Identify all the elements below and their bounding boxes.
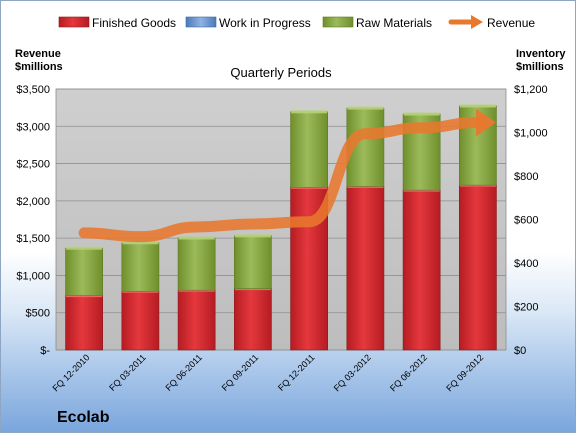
x-tick-label: FQ 12-2010 [51,352,92,393]
legend-label-finished-goods: Finished Goods [92,16,176,30]
right-tick-label: $800 [514,171,538,183]
left-tick-label: $2,500 [16,159,50,171]
legend-swatch-finished-goods [58,16,90,28]
line-point-revenue [421,127,423,129]
right-tick-label: $1,200 [514,84,548,96]
x-tick-label: FQ 03-2011 [107,352,148,393]
bar-top-raw-materials [403,112,440,116]
right-tick-label: $0 [514,345,526,357]
left-tick-label: $3,500 [16,84,50,96]
x-tick-label: FQ 03-2012 [332,352,373,393]
bar-finished-goods [346,186,385,351]
right-tick-label: $600 [514,215,538,227]
line-point-revenue [83,232,85,234]
legend-swatch-work-in-progress [185,16,217,28]
line-point-revenue [308,221,310,223]
bar-top-raw-materials [66,246,103,250]
bar-raw-materials [121,242,160,292]
line-point-revenue [139,236,141,238]
legend-swatch-raw-materials [322,16,354,28]
right-tick-label: $200 [514,302,538,314]
chart-title: Quarterly Periods [230,65,332,80]
left-axis: $- $500 $1,000 $1,500 $2,000 $2,500 $3,000 $3,5… [16,84,50,357]
left-tick-label: $2,000 [16,196,50,208]
bar-top-raw-materials [347,106,384,110]
x-tick-label: FQ 12-2011 [276,352,317,393]
line-arrowhead-revenue [475,108,496,137]
right-tick-label: $1,000 [514,128,548,140]
bar-top-raw-materials [234,234,271,238]
legend-label-revenue: Revenue [487,16,535,30]
legend-item-finished-goods: Finished Goods [58,16,176,30]
bar-top-raw-materials [459,104,496,108]
left-tick-label: $1,500 [16,233,50,245]
company-name: Ecolab [57,409,110,426]
bar-finished-goods [459,184,497,351]
legend-item-raw-materials: Raw Materials [322,16,432,30]
bar-top-raw-materials [122,241,159,245]
right-tick-label: $400 [514,258,538,270]
bar-raw-materials [290,111,328,188]
x-tick-label: FQ 06-2012 [388,352,429,393]
right-axis: $0 $200 $400 $600 $800 $1,000 $1,200 [514,84,548,357]
bar-finished-goods [65,295,103,351]
legend-label-raw-materials: Raw Materials [356,16,432,30]
left-tick-label: $3,000 [16,121,50,133]
bar-finished-goods [402,189,441,351]
bar-raw-materials [234,235,272,289]
bar-finished-goods [121,290,160,351]
line-point-revenue [364,133,366,135]
legend-arrowhead-revenue [471,15,483,29]
x-tick-label: FQ 06-2011 [163,352,204,393]
left-tick-label: $1,000 [16,270,50,282]
bar-raw-materials [65,247,103,296]
bar-finished-goods [177,289,216,351]
legend: Finished Goods Work in Progress Raw Mate… [58,15,535,30]
line-point-revenue [196,226,198,228]
line-point-revenue [252,223,254,225]
bar-top-raw-materials [291,110,328,114]
legend-label-work-in-progress: Work in Progress [219,16,311,30]
bar-top-raw-materials [178,236,215,240]
legend-item-revenue: Revenue [448,15,535,30]
line-revenue [78,117,484,243]
bar-finished-goods [234,288,272,351]
left-axis-title-line1: Revenue [15,48,61,60]
right-axis-title-line2: $millions [516,61,564,73]
left-tick-label: $500 [26,308,50,320]
x-tick-label: FQ 09-2011 [220,352,261,393]
x-tick-label: FQ 09-2012 [444,352,485,393]
left-tick-label: $- [40,345,50,357]
x-axis: FQ 12-2010 FQ 03-2011 FQ 06-2011 FQ 09-2011… [51,352,486,393]
left-axis-title-line2: $millions [15,61,63,73]
legend-item-work-in-progress: Work in Progress [185,16,311,30]
bar-raw-materials [177,237,216,291]
revenue-line [78,108,496,243]
right-axis-title-line1: Inventory [516,48,566,60]
line-point-revenue [477,122,479,124]
